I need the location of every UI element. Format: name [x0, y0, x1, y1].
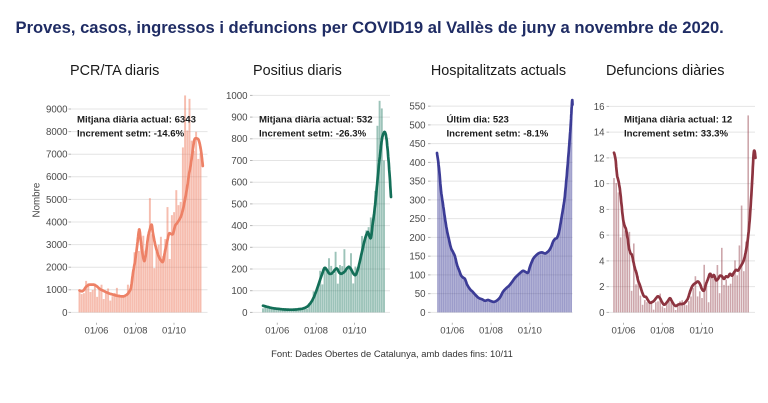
svg-text:350: 350 [409, 177, 426, 188]
svg-text:50: 50 [415, 289, 426, 300]
svg-text:01/10: 01/10 [518, 326, 542, 337]
svg-text:200: 200 [231, 264, 248, 275]
svg-text:Defuncions diàries: Defuncions diàries [606, 63, 724, 79]
svg-text:01/06: 01/06 [84, 326, 108, 337]
svg-text:2: 2 [599, 282, 604, 293]
svg-text:8: 8 [599, 205, 604, 216]
svg-text:6000: 6000 [46, 172, 68, 183]
svg-text:01/10: 01/10 [342, 326, 366, 337]
svg-text:450: 450 [409, 139, 426, 150]
svg-text:300: 300 [231, 243, 248, 254]
svg-text:Hospitalitzats actuals: Hospitalitzats actuals [431, 63, 566, 79]
svg-text:100: 100 [409, 270, 426, 281]
svg-text:100: 100 [231, 286, 248, 297]
svg-text:01/08: 01/08 [650, 326, 674, 337]
svg-text:Increment setm: -26.3%: Increment setm: -26.3% [259, 129, 367, 140]
svg-text:900: 900 [231, 113, 248, 124]
svg-text:500: 500 [409, 120, 426, 131]
svg-text:Mitjana diària actual: 12: Mitjana diària actual: 12 [624, 114, 732, 125]
svg-text:Increment setm: -8.1%: Increment setm: -8.1% [447, 129, 549, 140]
svg-text:550: 550 [409, 102, 426, 113]
svg-text:250: 250 [409, 214, 426, 225]
svg-text:9000: 9000 [46, 104, 68, 115]
svg-text:01/06: 01/06 [265, 326, 289, 337]
svg-text:01/10: 01/10 [162, 326, 186, 337]
svg-text:01/08: 01/08 [123, 326, 147, 337]
svg-text:Últim dia: 523: Últim dia: 523 [447, 113, 509, 125]
svg-text:Mitjana diària actual: 6343: Mitjana diària actual: 6343 [77, 114, 196, 125]
svg-text:Positius diaris: Positius diaris [253, 63, 342, 79]
svg-text:4: 4 [599, 256, 605, 267]
svg-text:8000: 8000 [46, 127, 68, 138]
svg-text:Increment setm: -14.6%: Increment setm: -14.6% [77, 129, 185, 140]
svg-text:150: 150 [409, 252, 426, 263]
svg-text:01/10: 01/10 [689, 326, 713, 337]
svg-text:500: 500 [231, 199, 248, 210]
svg-text:10: 10 [594, 179, 605, 190]
svg-text:5000: 5000 [46, 195, 68, 206]
svg-text:Increment setm: 33.3%: Increment setm: 33.3% [624, 129, 728, 140]
svg-text:300: 300 [409, 195, 426, 206]
svg-text:0: 0 [420, 308, 426, 319]
svg-text:0: 0 [599, 308, 605, 319]
svg-text:01/08: 01/08 [304, 326, 328, 337]
svg-text:01/06: 01/06 [611, 326, 635, 337]
svg-text:01/06: 01/06 [440, 326, 464, 337]
svg-text:7000: 7000 [46, 150, 68, 161]
svg-text:PCR/TA diaris: PCR/TA diaris [70, 63, 159, 79]
svg-text:800: 800 [231, 134, 248, 145]
svg-text:0: 0 [62, 308, 68, 319]
svg-text:16: 16 [594, 102, 605, 113]
svg-text:200: 200 [409, 233, 426, 244]
svg-text:1000: 1000 [46, 285, 68, 296]
svg-text:01/08: 01/08 [479, 326, 503, 337]
svg-text:3000: 3000 [46, 240, 68, 251]
svg-text:12: 12 [594, 153, 605, 164]
svg-text:400: 400 [231, 221, 248, 232]
svg-text:6: 6 [599, 231, 604, 242]
svg-text:4000: 4000 [46, 217, 68, 228]
svg-text:2000: 2000 [46, 263, 68, 274]
svg-text:1000: 1000 [226, 91, 248, 102]
svg-text:0: 0 [242, 308, 248, 319]
svg-text:700: 700 [231, 156, 248, 167]
svg-text:Mitjana diària actual: 532: Mitjana diària actual: 532 [259, 114, 373, 125]
svg-text:14: 14 [594, 128, 605, 139]
svg-text:400: 400 [409, 158, 426, 169]
svg-text:600: 600 [231, 178, 248, 189]
